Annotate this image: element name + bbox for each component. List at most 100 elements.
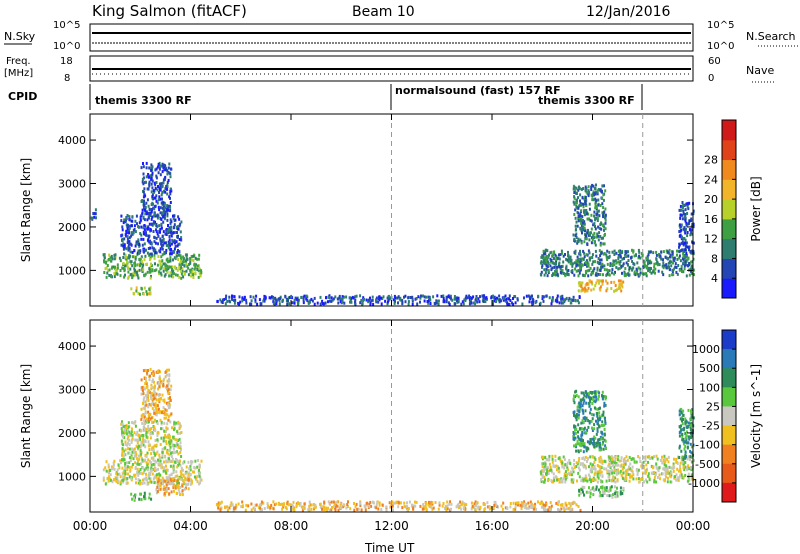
data-cell — [583, 255, 586, 259]
data-cell — [127, 451, 130, 455]
data-cell — [156, 201, 159, 205]
data-cell — [151, 420, 154, 424]
data-cell — [161, 393, 164, 397]
data-cell — [586, 428, 589, 432]
data-cell — [130, 454, 133, 458]
data-cell — [617, 253, 620, 257]
data-cell — [583, 263, 586, 266]
data-cell — [155, 443, 158, 447]
data-cell — [371, 298, 374, 302]
data-cell — [680, 264, 683, 268]
data-cell — [104, 267, 107, 271]
data-cell — [655, 466, 658, 470]
data-cell — [617, 455, 620, 459]
data-cell — [559, 267, 562, 271]
data-cell — [132, 273, 135, 277]
data-cell — [140, 214, 143, 218]
data-cell — [545, 257, 548, 261]
data-cell — [149, 473, 152, 476]
data-cell — [651, 466, 654, 470]
data-cell — [603, 486, 606, 490]
data-cell — [158, 195, 161, 199]
data-cell — [140, 166, 143, 170]
data-cell — [455, 296, 458, 300]
data-cell — [550, 479, 553, 483]
data-cell — [328, 299, 331, 303]
data-cell — [653, 471, 655, 474]
data-cell — [127, 243, 130, 247]
data-cell — [685, 274, 688, 278]
data-cell — [669, 253, 672, 257]
data-cell — [577, 260, 580, 264]
data-cell — [330, 508, 333, 512]
data-cell — [548, 454, 551, 458]
data-cell — [127, 435, 130, 439]
data-cell — [595, 281, 598, 285]
data-cell — [584, 202, 587, 205]
data-cell — [412, 506, 415, 510]
data-cell — [176, 250, 179, 254]
data-cell — [153, 220, 155, 224]
data-cell — [164, 273, 167, 277]
data-cell — [138, 244, 141, 248]
data-cell — [147, 403, 150, 407]
data-cell — [686, 202, 689, 206]
data-cell — [140, 378, 143, 382]
data-cell — [581, 263, 584, 267]
data-cell — [135, 444, 138, 448]
data-cell — [220, 300, 223, 304]
data-cell — [616, 470, 619, 474]
data-cell — [168, 403, 171, 407]
data-cell — [596, 441, 599, 445]
data-cell — [148, 212, 151, 216]
data-cell — [142, 263, 145, 267]
data-cell — [412, 504, 415, 508]
data-cell — [648, 478, 651, 482]
data-cell — [234, 298, 237, 302]
data-cell — [575, 394, 578, 397]
data-cell — [126, 263, 129, 267]
data-cell — [172, 466, 175, 470]
data-cell — [587, 473, 590, 477]
data-cell — [154, 186, 157, 190]
data-cell — [154, 429, 157, 433]
data-cell — [602, 193, 605, 197]
data-cell — [668, 251, 671, 255]
data-cell — [597, 438, 600, 442]
data-cell — [119, 475, 122, 479]
data-cell — [167, 406, 170, 410]
data-cell — [687, 479, 690, 483]
data-cell — [149, 239, 152, 243]
data-cell — [548, 462, 551, 466]
data-cell — [500, 504, 503, 508]
data-cell — [230, 503, 233, 507]
data-cell — [581, 273, 584, 277]
data-cell — [381, 297, 384, 300]
data-cell — [681, 269, 684, 273]
data-cell — [595, 205, 598, 209]
data-cell — [406, 504, 409, 508]
data-cell — [670, 471, 673, 475]
data-cell — [660, 257, 663, 261]
data-cell — [228, 506, 231, 510]
data-cell — [435, 301, 438, 305]
data-cell — [582, 396, 585, 400]
data-cell — [137, 238, 140, 242]
data-cell — [544, 456, 547, 460]
data-cell — [346, 503, 349, 506]
data-cell — [587, 425, 590, 429]
data-cell — [121, 466, 124, 470]
data-cell — [605, 289, 608, 293]
data-cell — [160, 222, 163, 226]
data-cell — [170, 167, 173, 171]
data-cell — [529, 500, 532, 504]
data-cell — [644, 471, 647, 475]
data-cell — [375, 300, 378, 304]
data-cell — [176, 481, 179, 485]
data-cell — [167, 208, 170, 212]
data-cell — [603, 401, 606, 405]
data-cell — [162, 215, 165, 219]
data-cell — [678, 413, 681, 417]
data-cell — [124, 233, 127, 237]
data-cell — [126, 468, 129, 471]
